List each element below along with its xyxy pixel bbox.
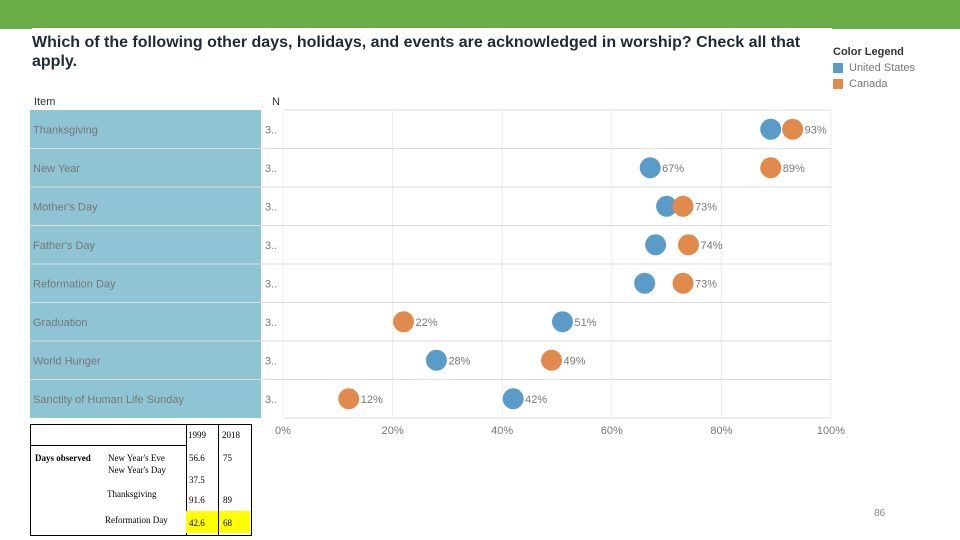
category-label: Graduation — [33, 317, 87, 329]
slide-title: Which of the following other days, holid… — [32, 34, 801, 70]
data-point-canada — [541, 349, 563, 371]
table-year-2018: 2018 — [222, 430, 240, 440]
n-label: 3.. — [265, 240, 277, 252]
x-tick-label: 80% — [710, 425, 732, 437]
legend-label-canada: Canada — [849, 78, 888, 90]
data-point-canada — [393, 311, 415, 333]
data-point-canada — [760, 157, 782, 179]
highlight-1999 — [186, 511, 218, 533]
n-label: 3.. — [265, 201, 277, 213]
n-label: 3.. — [265, 278, 277, 290]
legend-swatch-us — [833, 63, 843, 73]
top-divider — [32, 28, 832, 30]
data-point-united-states — [656, 195, 678, 217]
data-label-united-states: 67% — [662, 163, 684, 175]
legend-label-us: United States — [849, 62, 916, 74]
top-accent-bar — [0, 0, 960, 29]
data-point-canada — [672, 272, 694, 294]
data-point-united-states — [634, 272, 656, 294]
table-value: 75 — [223, 453, 232, 463]
category-label: New Year — [33, 163, 80, 175]
days-observed-table: 1999 2018 Days observed New Year's Eve N… — [30, 424, 252, 536]
n-label: 3.. — [265, 163, 277, 175]
page-number: 86 — [874, 508, 886, 519]
data-point-united-states — [760, 118, 782, 140]
n-label: 3.. — [265, 355, 277, 367]
n-label: 3.. — [265, 394, 277, 406]
table-item-new-years-day: New Year's Day — [108, 465, 166, 475]
n-label: 3.. — [265, 124, 277, 136]
n-label: 3.. — [265, 317, 277, 329]
category-label: Sanctity of Human Life Sunday — [33, 394, 185, 406]
table-value: 42.6 — [189, 518, 205, 528]
table-value: 91.6 — [189, 495, 205, 505]
data-point-united-states — [502, 388, 524, 410]
data-point-canada — [678, 234, 700, 256]
legend-item-us[interactable]: United States — [833, 60, 915, 76]
data-label-united-states: 51% — [574, 317, 596, 329]
x-tick-label: 40% — [491, 425, 513, 437]
table-item-reformation-day: Reformation Day — [105, 515, 168, 525]
data-point-canada — [672, 195, 694, 217]
data-label-united-states: 42% — [525, 394, 547, 406]
data-label-canada: 12% — [361, 394, 383, 406]
data-label-canada: 93% — [805, 124, 827, 136]
data-label-canada: 73% — [695, 201, 717, 213]
category-label: Mother's Day — [33, 201, 98, 213]
x-tick-label: 100% — [817, 425, 845, 437]
data-label-canada: 89% — [783, 163, 805, 175]
x-tick-label: 20% — [382, 425, 404, 437]
table-rule — [186, 425, 187, 535]
table-year-1999: 1999 — [188, 430, 206, 440]
data-label-canada: 74% — [701, 240, 723, 252]
data-point-united-states — [551, 311, 573, 333]
table-value: 37.5 — [189, 475, 205, 485]
x-tick-label: 0% — [275, 425, 291, 437]
x-tick-label: 60% — [601, 425, 623, 437]
category-label: Father's Day — [33, 240, 96, 252]
table-row-label: Days observed — [35, 453, 91, 463]
column-header-item: Item — [34, 96, 56, 108]
legend-title: Color Legend — [833, 46, 904, 58]
table-item-thanksgiving: Thanksgiving — [107, 489, 157, 499]
data-label-canada: 49% — [564, 355, 586, 367]
data-label-canada: 22% — [416, 317, 438, 329]
data-point-canada — [782, 118, 804, 140]
table-rule — [218, 425, 219, 535]
column-header-n: N — [272, 96, 280, 108]
data-label-united-states: 28% — [448, 355, 470, 367]
color-legend: Color Legend United States Canada — [833, 46, 915, 92]
table-value: 56.6 — [189, 453, 205, 463]
table-rule — [31, 445, 186, 446]
table-item-new-years-eve: New Year's Eve — [108, 453, 165, 463]
table-value: 68 — [223, 518, 232, 528]
category-label: Thanksgiving — [33, 124, 98, 136]
legend-swatch-canada — [833, 79, 843, 89]
data-point-canada — [338, 388, 360, 410]
highlight-2018 — [219, 511, 250, 533]
data-point-united-states — [639, 157, 661, 179]
data-label-canada: 73% — [695, 278, 717, 290]
data-point-united-states — [645, 234, 667, 256]
data-point-united-states — [425, 349, 447, 371]
category-label: Reformation Day — [33, 278, 116, 290]
table-value: 89 — [223, 495, 232, 505]
legend-item-canada[interactable]: Canada — [833, 76, 915, 92]
category-label: World Hunger — [33, 355, 101, 367]
